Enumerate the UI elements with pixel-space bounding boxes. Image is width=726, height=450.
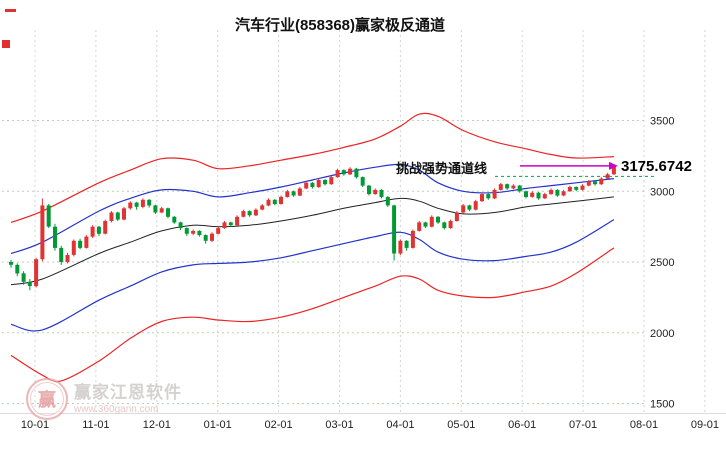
svg-text:02-01: 02-01 [265, 419, 293, 431]
svg-text:04-01: 04-01 [386, 419, 414, 431]
svg-text:12-01: 12-01 [143, 419, 171, 431]
annotation-text: 挑战强势通道线 [396, 161, 488, 176]
svg-text:3000: 3000 [650, 186, 674, 198]
corner-mark-icon [5, 9, 16, 12]
svg-text:06-01: 06-01 [508, 419, 536, 431]
watermark-brand: 赢家江恩软件 [74, 383, 182, 402]
price-label: 3175.6742 [621, 158, 692, 175]
svg-text:08-01: 08-01 [630, 419, 658, 431]
svg-text:01-01: 01-01 [204, 419, 232, 431]
svg-text:1500: 1500 [650, 399, 674, 411]
svg-text:05-01: 05-01 [447, 419, 475, 431]
svg-text:2500: 2500 [650, 257, 674, 269]
svg-text:10-01: 10-01 [21, 419, 49, 431]
corner-flag-icon [2, 40, 10, 48]
svg-text:03-01: 03-01 [325, 419, 353, 431]
watermark: 赢 赢家江恩软件 www.360gann.com [26, 378, 182, 420]
brand-seal-icon: 赢 [26, 378, 68, 420]
chart-title: 汽车行业(858368)赢家极反通道 [234, 17, 446, 34]
svg-text:3500: 3500 [650, 116, 674, 128]
watermark-url: www.360gann.com [74, 404, 159, 415]
svg-text:09-01: 09-01 [691, 419, 719, 431]
svg-text:2000: 2000 [650, 328, 674, 340]
x-axis-line [0, 413, 726, 414]
svg-text:07-01: 07-01 [569, 419, 597, 431]
svg-text:11-01: 11-01 [82, 419, 109, 431]
